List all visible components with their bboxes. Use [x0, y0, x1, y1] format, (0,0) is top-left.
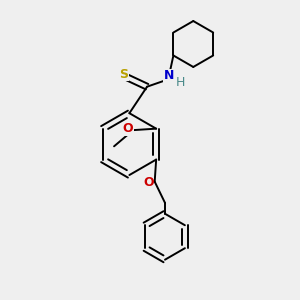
Text: N: N	[164, 69, 174, 82]
Text: S: S	[119, 68, 128, 80]
Text: H: H	[176, 76, 185, 89]
Text: O: O	[123, 122, 133, 135]
Text: O: O	[143, 176, 154, 189]
